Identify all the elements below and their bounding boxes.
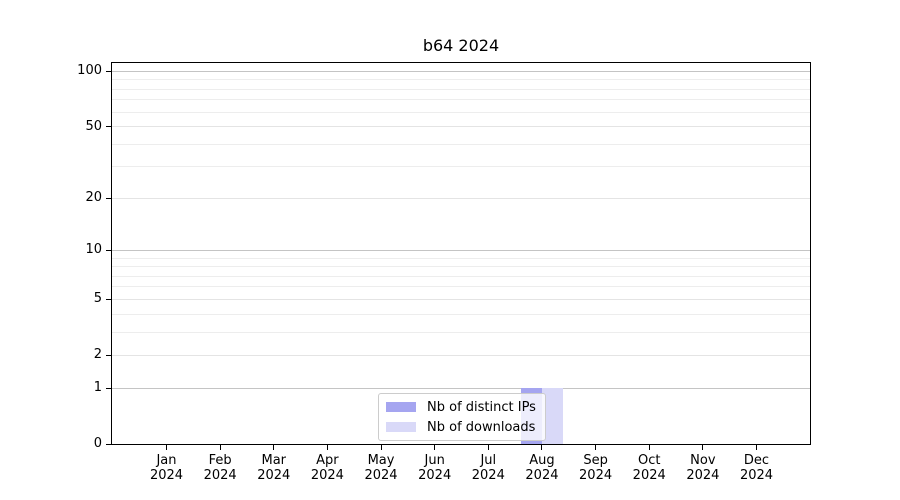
x-tick-mark [380, 445, 382, 450]
x-tick-label: Oct 2024 [617, 453, 681, 484]
x-tick-mark [434, 445, 436, 450]
legend-label: Nb of downloads [427, 419, 536, 435]
major-gridline [112, 354, 810, 356]
x-tick-year: 2024 [257, 468, 291, 484]
x-tick-label: Mar 2024 [242, 453, 306, 484]
minor-gridline [112, 286, 810, 288]
y-tick-mark [106, 443, 112, 445]
x-tick-year: 2024 [203, 468, 237, 484]
x-tick-month: Mar [261, 453, 287, 468]
x-tick-year: 2024 [525, 468, 559, 484]
x-tick-year: 2024 [418, 468, 452, 484]
major-gridline [112, 126, 810, 128]
legend: Nb of distinct IPs Nb of downloads [378, 393, 546, 441]
x-tick-year: 2024 [739, 468, 774, 484]
x-tick-month: Jan [156, 453, 177, 468]
y-tick-mark [106, 387, 112, 389]
x-tick-month: Apr [316, 453, 339, 468]
x-tick-mark [541, 445, 543, 450]
x-tick-label: Nov 2024 [671, 453, 735, 484]
x-tick-month: Jul [480, 453, 497, 468]
x-tick-label: Dec 2024 [725, 453, 789, 484]
x-tick-year: 2024 [471, 468, 505, 484]
minor-gridline [112, 313, 810, 315]
y-tick-mark [106, 126, 112, 128]
y-tick-mark [106, 249, 112, 251]
x-tick-label: Aug 2024 [510, 453, 574, 484]
y-tick-mark [106, 298, 112, 300]
x-tick-month: Jun [424, 453, 445, 468]
x-tick-label: Feb 2024 [188, 453, 252, 484]
x-tick-month: Oct [637, 453, 661, 468]
minor-gridline [112, 257, 810, 259]
x-tick-month: Aug [529, 453, 555, 468]
major-gridline [112, 387, 810, 389]
x-tick-month: Feb [208, 453, 232, 468]
legend-entry: Nb of downloads [386, 419, 536, 435]
x-tick-mark [487, 445, 489, 450]
minor-gridline [112, 166, 810, 168]
y-tick-label: 20 [85, 190, 102, 206]
legend-swatch [386, 402, 416, 412]
minor-gridline [112, 331, 810, 333]
y-tick-label: 10 [85, 242, 102, 258]
x-tick-year: 2024 [149, 468, 184, 484]
chart-title: b64 2024 [422, 36, 500, 55]
minor-gridline [112, 88, 810, 90]
x-tick-year: 2024 [364, 468, 398, 484]
y-tick-label: 1 [93, 380, 102, 396]
legend-label: Nb of distinct IPs [427, 399, 536, 415]
minor-gridline [112, 266, 810, 268]
x-tick-month: May [367, 453, 395, 468]
x-tick-month: Nov [690, 453, 716, 468]
plot-area [111, 62, 811, 445]
x-tick-mark [648, 445, 650, 450]
major-gridline [112, 197, 810, 199]
x-tick-year: 2024 [632, 468, 666, 484]
minor-gridline [112, 79, 810, 81]
legend-entry: Nb of distinct IPs [386, 399, 536, 415]
x-tick-year: 2024 [579, 468, 613, 484]
y-tick-label: 0 [93, 436, 102, 451]
x-tick-label: Jul 2024 [456, 453, 520, 484]
y-tick-label: 2 [93, 347, 102, 363]
x-tick-mark [326, 445, 328, 450]
x-tick-month: Dec [743, 453, 770, 468]
y-tick-label: 50 [85, 118, 102, 134]
x-tick-month: Sep [583, 453, 608, 468]
x-tick-mark [219, 445, 221, 450]
y-tick-mark [106, 70, 112, 72]
y-tick-label: 100 [77, 63, 102, 79]
x-tick-label: Apr 2024 [295, 453, 359, 484]
x-tick-mark [273, 445, 275, 450]
x-tick-year: 2024 [686, 468, 720, 484]
x-tick-label: Jun 2024 [403, 453, 467, 484]
x-tick-label: May 2024 [349, 453, 413, 484]
minor-gridline [112, 111, 810, 113]
minor-gridline [112, 99, 810, 101]
major-gridline [112, 70, 810, 72]
legend-swatch [386, 422, 416, 432]
x-tick-mark [756, 445, 757, 450]
minor-gridline [112, 143, 810, 145]
x-tick-year: 2024 [310, 468, 344, 484]
major-gridline [112, 249, 810, 251]
x-tick-mark [702, 445, 704, 450]
major-gridline [112, 298, 810, 300]
y-tick-mark [106, 197, 112, 199]
x-tick-mark [595, 445, 597, 450]
x-tick-label: Jan 2024 [135, 453, 199, 484]
minor-gridline [112, 275, 810, 277]
x-tick-label: Sep 2024 [564, 453, 628, 484]
y-tick-mark [106, 354, 112, 356]
bar-aug-series2 [541, 388, 564, 444]
y-tick-label: 5 [93, 291, 102, 307]
x-tick-mark [166, 445, 167, 450]
